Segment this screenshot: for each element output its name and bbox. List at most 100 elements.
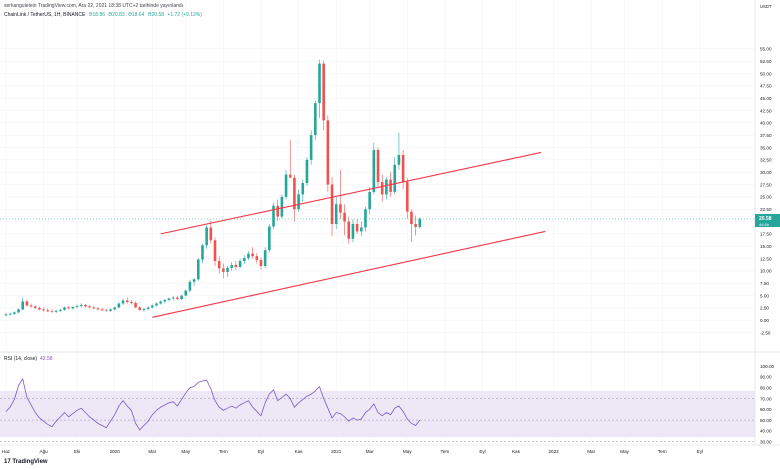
candle-body	[368, 191, 371, 210]
candle-body	[13, 312, 16, 314]
candle-body	[209, 227, 213, 241]
price-tick-label: 50.00	[760, 71, 772, 76]
candle-body	[410, 211, 413, 225]
candle-body	[385, 179, 388, 195]
candle-body	[234, 264, 238, 267]
ohlc-low: Ə18.64	[128, 12, 145, 18]
candle-body	[188, 281, 192, 291]
candle-body	[25, 301, 29, 306]
ohlc-change: +1.72 (+9.12%)	[167, 12, 202, 18]
price-label: 20.58	[759, 216, 772, 222]
candle-body	[146, 307, 150, 309]
price-tick-label: 52.50	[760, 59, 772, 64]
candle-body	[343, 212, 346, 222]
rsi-tick-label: 100.00	[760, 364, 774, 369]
rsi-tick-label: 80.00	[760, 385, 772, 390]
candle-body	[372, 149, 376, 192]
candle-body	[201, 245, 204, 260]
candle-body	[376, 149, 380, 183]
candle-body	[360, 227, 363, 232]
candle-body	[280, 196, 284, 217]
rsi-tick-label: 40.00	[760, 429, 772, 434]
candle-body	[247, 253, 250, 259]
candle-body	[84, 304, 87, 307]
price-tick-label: 22.50	[760, 207, 772, 212]
candles	[4, 59, 422, 317]
tradingview-logo[interactable]: 17 TradingView	[4, 459, 48, 465]
candle-body	[130, 301, 133, 303]
candle-body	[100, 309, 104, 311]
candle-body	[38, 307, 41, 310]
time-tick-label: Tem	[441, 449, 450, 454]
rsi-band	[0, 391, 755, 437]
candle-body	[397, 154, 401, 165]
candle-body	[196, 259, 200, 280]
candle-body	[213, 240, 217, 262]
price-tick-label: 32.50	[760, 158, 772, 163]
candle-body	[393, 164, 397, 192]
candle-body	[418, 218, 422, 228]
candle-body	[297, 194, 300, 210]
candle-body	[33, 306, 37, 308]
candle-body	[29, 305, 33, 307]
legend-row: ChainLink / TetherUS, 1H, BINANCE Ə18.86…	[4, 12, 204, 18]
candle-body	[180, 295, 183, 300]
price-tick-label: 35.00	[760, 145, 772, 150]
candle-body	[309, 135, 313, 160]
candle-body	[171, 297, 175, 299]
channel-line-upper	[160, 151, 542, 235]
candle-body	[405, 182, 409, 212]
candle-body	[134, 302, 137, 308]
candle-body	[192, 279, 196, 282]
candle-body	[50, 311, 54, 313]
trend-channel[interactable]	[152, 151, 546, 318]
price-tick-label: 15.00	[760, 244, 772, 249]
tradingview-logo-icon: 17	[4, 459, 13, 465]
candle-body	[96, 308, 100, 310]
time-tick-label: 2020	[110, 449, 121, 454]
rsi-label[interactable]: RSI (14, close)	[4, 356, 37, 362]
time-axis[interactable]: Haz Ağu Eki 2020 Mar May Tem Eyl Kas 2021 Mar May Te…	[2, 449, 703, 454]
candle-body	[339, 204, 342, 213]
price-tick-label: 10.00	[760, 269, 772, 274]
publish-credit: serkanguletein TradingView.com, Ara 22, …	[4, 3, 184, 9]
price-tick-label: -2.50	[760, 330, 771, 335]
symbol-title[interactable]: ChainLink / TetherUS, 1H, BINANCE	[4, 12, 86, 18]
candle-body	[167, 298, 171, 301]
candle-body	[151, 305, 154, 308]
rsi-tick-label: 90.00	[760, 375, 772, 380]
candle-body	[284, 174, 288, 197]
price-grid	[0, 48, 755, 333]
price-tick-label: 0.00	[760, 318, 769, 323]
candle-body	[205, 227, 208, 246]
price-axis[interactable]: 55.00 52.50 50.00 47.50 45.00 42.50 40.00 37.50…	[760, 47, 772, 336]
candle-body	[263, 250, 267, 266]
price-tick-label: 40.00	[760, 121, 772, 126]
time-tick-label: Eyl	[697, 449, 703, 454]
rsi-axis[interactable]: 100.00 90.00 80.00 70.00 60.00 50.00 40.00 30.0…	[760, 364, 774, 445]
candle-body	[92, 307, 96, 309]
candle-body	[163, 300, 167, 302]
candle-body	[330, 184, 334, 225]
candle-body	[176, 297, 179, 300]
candle-body	[105, 310, 108, 312]
price-tick-label: 30.00	[760, 170, 772, 175]
candle-body	[138, 307, 142, 310]
candle-body	[305, 159, 309, 184]
candle-body	[322, 63, 325, 121]
candle-body	[54, 310, 58, 312]
price-tick-label: 42.50	[760, 108, 772, 113]
candle-body	[4, 314, 8, 316]
ohlc-open: Ə18.86	[88, 12, 106, 18]
candle-body	[159, 301, 162, 304]
candle-body	[272, 205, 275, 227]
candle-body	[326, 120, 330, 185]
ohlc-high: Ə20.83	[108, 12, 125, 18]
time-tick-label: Tem	[658, 449, 667, 454]
price-label-box	[755, 214, 780, 227]
time-tick-label: Haz	[2, 449, 11, 454]
candle-body	[259, 260, 263, 266]
candle-body	[288, 174, 292, 178]
currency-label: USDT	[760, 4, 772, 9]
